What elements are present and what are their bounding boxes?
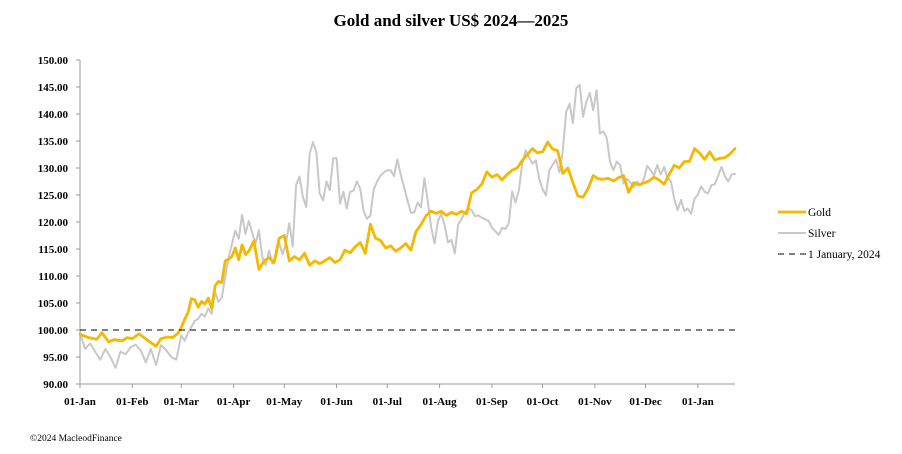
x-tick-label: 01-Aug	[422, 396, 457, 408]
x-tick-label: 01-Jun	[320, 396, 352, 408]
chart-title: Gold and silver US$ 2024—2025	[334, 11, 569, 30]
copyright-text: ©2024 MacleodFinance	[30, 433, 122, 444]
x-tick-label: 01-Nov	[578, 396, 612, 408]
x-axis: 01-Jan 01-Feb 01-Mar 01-Apr 01-May 01-Jun 01-J…	[64, 383, 735, 408]
legend-label: 1 January, 2024	[808, 249, 881, 261]
x-tick-label: 01-Apr	[217, 396, 251, 408]
y-tick-label: 100.00	[38, 325, 69, 337]
series-layer	[78, 83, 737, 369]
x-tick-label: 01-Feb	[116, 396, 148, 408]
y-tick-label: 115.00	[38, 244, 68, 256]
y-tick-label: 110.00	[38, 271, 68, 283]
x-tick-label: 01-Jul	[373, 396, 402, 408]
x-tick-label: 01-Jan	[682, 396, 714, 408]
legend-label: Gold	[808, 207, 831, 219]
legend: Gold Silver 1 January, 2024	[778, 207, 881, 261]
series-line-gold	[78, 140, 737, 348]
y-tick-label: 125.00	[38, 190, 69, 202]
x-tick-label: 01-Mar	[164, 396, 200, 408]
y-tick-label: 120.00	[38, 217, 69, 229]
x-tick-label: 01-Jan	[64, 396, 96, 408]
plot-area: 90.00 95.00 100.00 105.00 110.00 115.00 120.00…	[38, 55, 737, 408]
x-tick-label: 01-Dec	[629, 396, 661, 408]
y-tick-label: 130.00	[38, 163, 69, 175]
y-tick-label: 95.00	[43, 352, 68, 364]
x-tick-label: 01-Sep	[476, 396, 508, 408]
y-tick-label: 150.00	[38, 55, 69, 67]
y-tick-label: 90.00	[43, 379, 68, 391]
series-line-silver	[79, 83, 736, 369]
y-tick-label: 135.00	[38, 136, 69, 148]
y-tick-label: 140.00	[38, 109, 69, 121]
legend-label: Silver	[808, 228, 836, 240]
y-axis: 90.00 95.00 100.00 105.00 110.00 115.00 120.00…	[38, 55, 81, 391]
x-tick-label: 01-Oct	[527, 396, 559, 408]
y-tick-label: 105.00	[38, 298, 69, 310]
y-tick-label: 145.00	[38, 82, 69, 94]
x-tick-label: 01-May	[266, 396, 303, 408]
